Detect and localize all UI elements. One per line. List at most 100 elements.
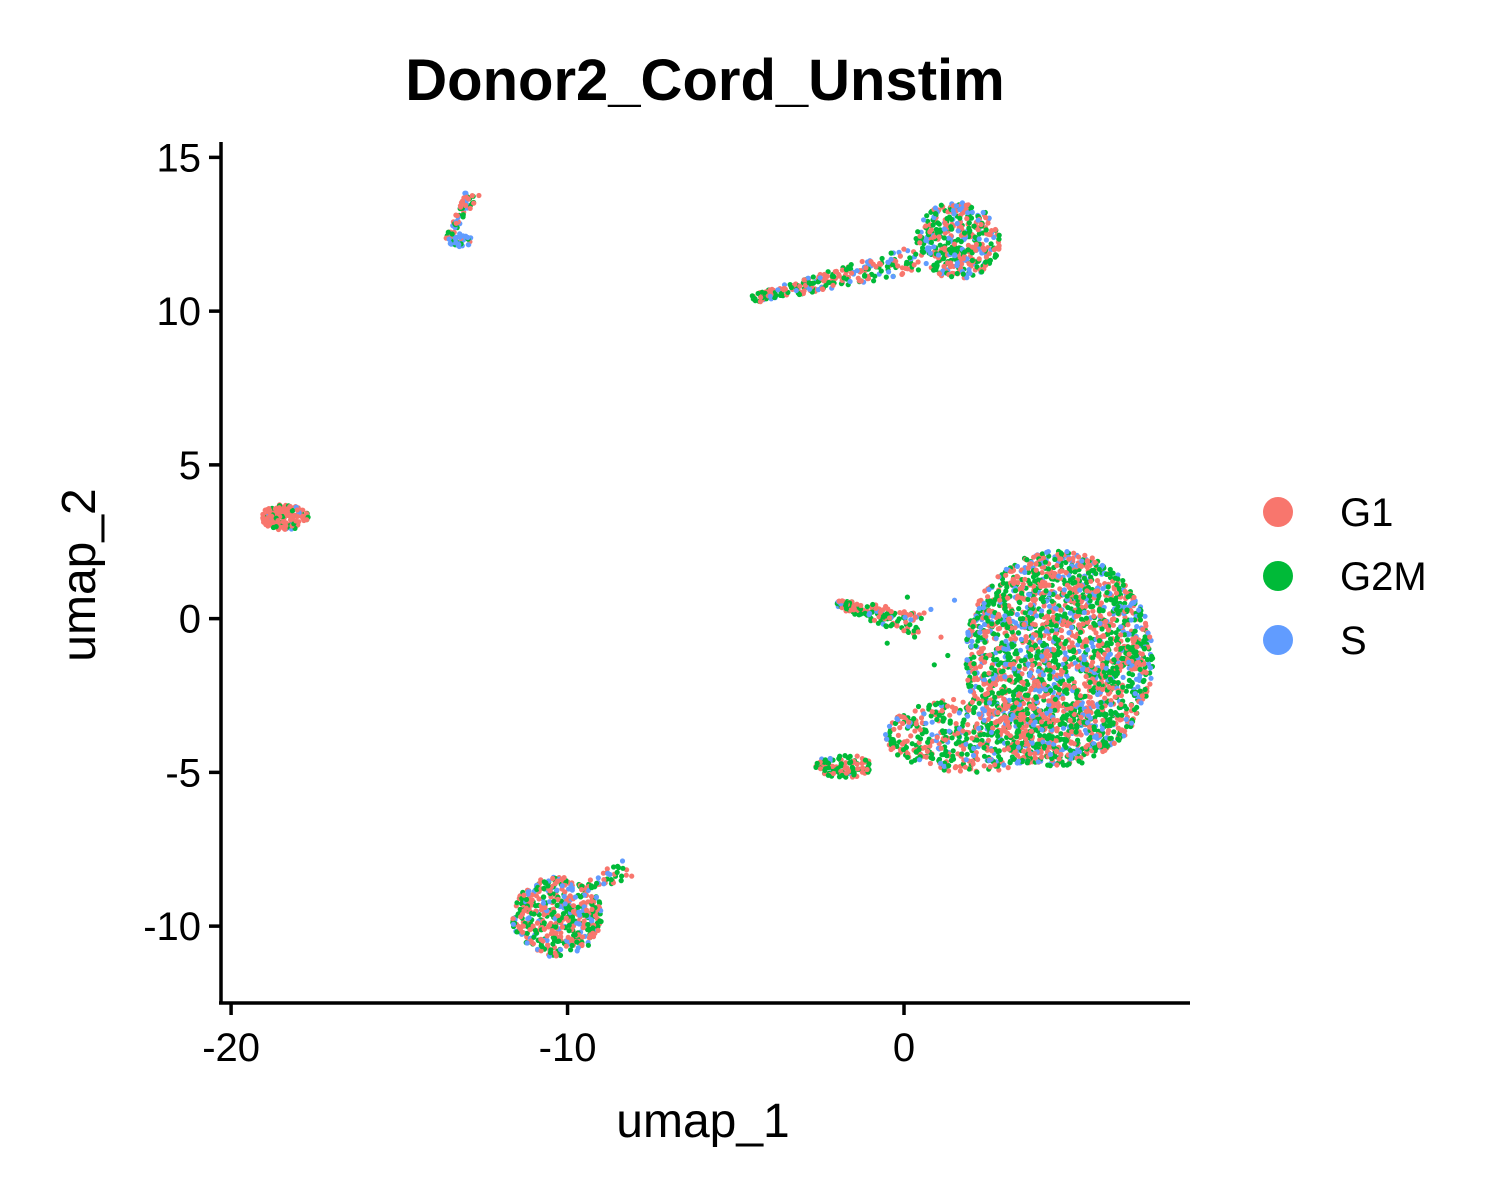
data-point-g1 <box>927 229 933 235</box>
data-point-s <box>1060 725 1067 731</box>
data-point-g1 <box>1032 751 1038 757</box>
data-point-g1 <box>458 204 464 210</box>
data-point-s <box>1128 617 1134 623</box>
data-point-g2m <box>273 524 279 530</box>
data-point-g2m <box>1004 584 1010 590</box>
legend-key-g2m <box>1263 561 1293 591</box>
data-point-s <box>525 889 531 895</box>
data-point-s <box>1043 687 1049 693</box>
data-point-g2m <box>919 248 925 254</box>
data-point-g2m <box>1074 688 1080 694</box>
data-point-g1 <box>1083 603 1089 609</box>
data-point-s <box>1016 744 1022 750</box>
data-point-g2m <box>551 909 557 915</box>
data-point-g1 <box>900 720 906 727</box>
data-point-g1 <box>542 904 548 911</box>
data-point-g1 <box>1100 686 1106 693</box>
data-point-g1 <box>1116 651 1122 657</box>
data-point-g1 <box>966 261 972 267</box>
data-point-g2m <box>1073 729 1079 735</box>
data-point-s <box>883 732 889 738</box>
data-point-g1 <box>1100 633 1106 639</box>
data-point-g2m <box>936 756 943 763</box>
data-point-g1 <box>1021 621 1027 628</box>
data-point-g2m <box>957 215 963 221</box>
data-point-g2m <box>944 753 950 759</box>
data-point-g2m <box>977 732 983 738</box>
data-point-g1 <box>1108 698 1114 704</box>
data-point-s <box>1018 636 1024 643</box>
data-point-g2m <box>1046 609 1052 615</box>
data-point-g2m <box>1032 642 1039 649</box>
data-point-s <box>980 605 987 611</box>
data-point-g2m <box>1114 669 1120 675</box>
data-point-g2m <box>984 732 991 738</box>
data-point-g2m <box>972 705 978 711</box>
data-point-g2m <box>992 254 998 260</box>
data-point-g2m <box>545 883 551 889</box>
data-point-g1 <box>917 240 923 246</box>
data-point-g2m <box>1052 556 1058 563</box>
data-point-g1 <box>1092 559 1098 566</box>
data-point-g1 <box>1033 632 1039 638</box>
data-point-g1 <box>824 273 831 279</box>
data-point-s <box>805 275 811 281</box>
data-point-s <box>1039 608 1045 614</box>
data-point-g2m <box>1122 618 1128 624</box>
data-point-g1 <box>1066 556 1072 562</box>
data-point-g2m <box>934 229 940 235</box>
data-point-g2m <box>1053 684 1059 691</box>
data-point-g1 <box>996 613 1002 619</box>
data-point-g2m <box>1081 594 1087 600</box>
data-point-s <box>1079 702 1085 708</box>
data-point-g2m <box>1107 636 1114 642</box>
data-point-g2m <box>974 615 981 621</box>
data-point-g1 <box>1090 608 1096 614</box>
data-point-s <box>1046 702 1052 708</box>
data-point-g2m <box>1137 613 1143 619</box>
data-point-g2m <box>1072 569 1078 575</box>
data-point-s <box>1094 691 1101 698</box>
data-point-g1 <box>1053 738 1059 744</box>
data-point-g2m <box>524 930 530 936</box>
data-point-g2m <box>989 621 995 627</box>
data-point-g1 <box>961 746 967 752</box>
data-point-g1 <box>291 512 297 519</box>
data-point-g1 <box>1123 710 1129 716</box>
data-point-g1 <box>1019 585 1025 591</box>
data-point-g1 <box>1057 586 1063 592</box>
data-point-s <box>767 293 773 299</box>
data-point-s <box>941 763 947 770</box>
data-point-g2m <box>1025 732 1032 738</box>
data-point-g2m <box>996 232 1002 238</box>
data-point-s <box>1002 674 1008 680</box>
data-point-g1 <box>1083 673 1089 680</box>
data-point-g1 <box>1051 717 1057 723</box>
data-point-g1 <box>1084 667 1090 673</box>
data-point-g1 <box>980 245 986 251</box>
data-point-g1 <box>953 764 959 771</box>
data-point-g1 <box>987 764 993 770</box>
data-point-g1 <box>1039 754 1045 760</box>
data-point-s <box>954 263 960 269</box>
data-point-g1 <box>1003 572 1009 578</box>
data-point-g2m <box>551 898 557 904</box>
data-point-g2m <box>967 228 973 234</box>
data-point-g1 <box>536 896 542 902</box>
data-point-g1 <box>899 741 906 747</box>
data-point-g2m <box>1105 584 1111 590</box>
data-point-s <box>593 894 600 900</box>
data-point-g2m <box>531 934 537 940</box>
data-point-g1 <box>931 234 937 240</box>
data-point-g1 <box>912 728 918 734</box>
data-point-g2m <box>904 594 911 600</box>
data-point-g2m <box>928 239 935 245</box>
data-point-s <box>524 940 530 946</box>
data-point-g2m <box>928 713 934 719</box>
data-point-s <box>927 250 933 256</box>
data-point-g2m <box>849 764 855 771</box>
data-point-g2m <box>1100 608 1106 614</box>
data-point-g1 <box>1007 733 1014 739</box>
data-point-g1 <box>1086 708 1092 714</box>
data-point-g2m <box>915 267 922 273</box>
